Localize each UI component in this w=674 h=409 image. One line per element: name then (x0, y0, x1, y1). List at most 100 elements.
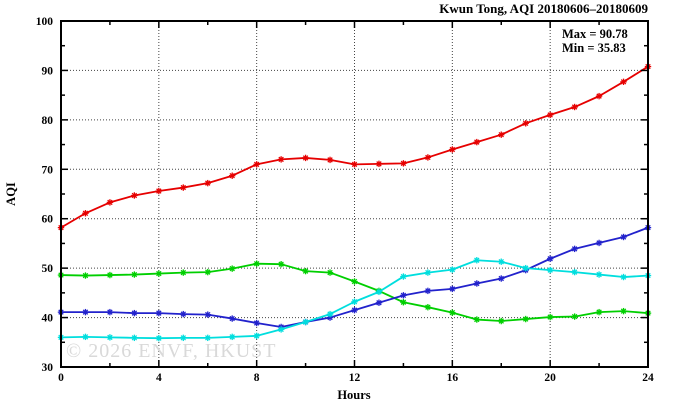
marker-arm (449, 146, 456, 153)
series-red-marker (277, 156, 285, 163)
marker-arm (229, 172, 235, 179)
series-green-marker (82, 272, 89, 279)
marker-arm (522, 316, 529, 322)
series-cyan-marker (204, 334, 211, 342)
series-cyan-marker (131, 334, 138, 342)
marker-arm (474, 139, 480, 145)
marker-arm (107, 334, 113, 341)
series-cyan-marker (473, 257, 480, 264)
marker-arm (474, 280, 480, 287)
series-cyan-marker (595, 271, 603, 278)
marker-arm (522, 120, 529, 127)
y-tick-label: 60 (42, 214, 54, 226)
x-tick-label: 4 (156, 372, 162, 384)
marker-arm (131, 192, 138, 199)
marker-arm (400, 292, 407, 299)
x-axis-title: Hours (337, 388, 370, 402)
marker-arm (278, 156, 284, 163)
series-green-marker (351, 278, 358, 285)
series-cyan-marker (253, 332, 260, 340)
x-tick-label: 20 (544, 372, 556, 384)
series-red-marker (620, 78, 627, 85)
series-blue-marker (351, 306, 358, 314)
series-red-marker (229, 172, 236, 179)
series-red-marker (522, 120, 529, 127)
series-blue-marker (473, 280, 480, 287)
marker-arm (425, 154, 431, 161)
marker-arm (205, 335, 211, 341)
marker-arm (327, 311, 333, 317)
marker-arm (156, 188, 162, 194)
x-tick-label: 12 (349, 372, 361, 384)
y-tick-label: 80 (42, 115, 54, 127)
series-blue-marker (82, 308, 89, 316)
series-cyan-marker (571, 268, 578, 276)
marker-arm (498, 131, 504, 138)
marker-arm (351, 161, 358, 168)
data-series (57, 63, 652, 342)
series-blue-marker (449, 285, 456, 293)
marker-arm (253, 333, 260, 339)
marker-arm (425, 304, 431, 310)
marker-arm (82, 272, 89, 279)
marker-arm (376, 161, 382, 167)
series-blue-marker (229, 315, 236, 322)
marker-arm (107, 309, 113, 315)
y-tick-label: 100 (36, 16, 54, 28)
marker-arm (547, 314, 553, 320)
series-red-marker (546, 111, 554, 119)
min-annotation: Min = 35.83 (562, 41, 626, 55)
series-green-marker (498, 317, 505, 325)
series-cyan-marker (546, 266, 554, 274)
series-cyan-marker (180, 334, 187, 342)
series-green-marker (571, 313, 578, 320)
series-blue-marker (131, 309, 138, 317)
marker-arm (205, 180, 211, 186)
series-green-marker (106, 271, 114, 279)
series-cyan-marker (620, 273, 627, 281)
series-blue-marker (106, 308, 114, 316)
marker-arm (253, 260, 260, 267)
series-cyan-marker (375, 288, 383, 296)
marker-arm (474, 316, 480, 323)
marker-arm (547, 112, 553, 118)
marker-arm (156, 270, 162, 277)
series-cyan-marker (326, 310, 334, 318)
marker-arm (229, 315, 235, 322)
y-tick-label: 90 (42, 65, 54, 77)
marker-arm (522, 265, 529, 271)
marker-arm (498, 318, 504, 324)
series-blue-marker (375, 299, 383, 306)
series-blue-marker (155, 309, 163, 317)
marker-arm (449, 309, 456, 316)
series-red-marker (155, 187, 163, 195)
series-cyan-marker (424, 269, 432, 276)
series-red-marker (595, 92, 603, 100)
series-green-marker (326, 269, 334, 276)
marker-arm (131, 310, 138, 316)
series-blue-marker (620, 233, 627, 241)
marker-arm (474, 257, 480, 263)
marker-arm (449, 286, 456, 292)
series-red-marker (375, 160, 383, 168)
marker-arm (107, 272, 113, 278)
marker-arm (180, 311, 187, 317)
marker-arm (596, 93, 602, 99)
marker-arm (425, 288, 431, 294)
marker-arm (376, 289, 382, 295)
series-green-marker (155, 270, 163, 277)
series-blue-marker (180, 310, 187, 318)
series-green-marker (400, 299, 407, 306)
marker-arm (571, 104, 578, 110)
marker-arm (596, 240, 602, 246)
marker-arm (302, 155, 309, 161)
marker-arm (620, 234, 627, 240)
y-axis-title: AQI (4, 182, 18, 206)
marker-arm (498, 258, 504, 265)
series-green-marker (595, 308, 603, 316)
x-tick-label: 8 (254, 372, 260, 384)
marker-arm (205, 311, 211, 318)
series-red-marker (106, 199, 114, 206)
marker-arm (547, 256, 553, 262)
